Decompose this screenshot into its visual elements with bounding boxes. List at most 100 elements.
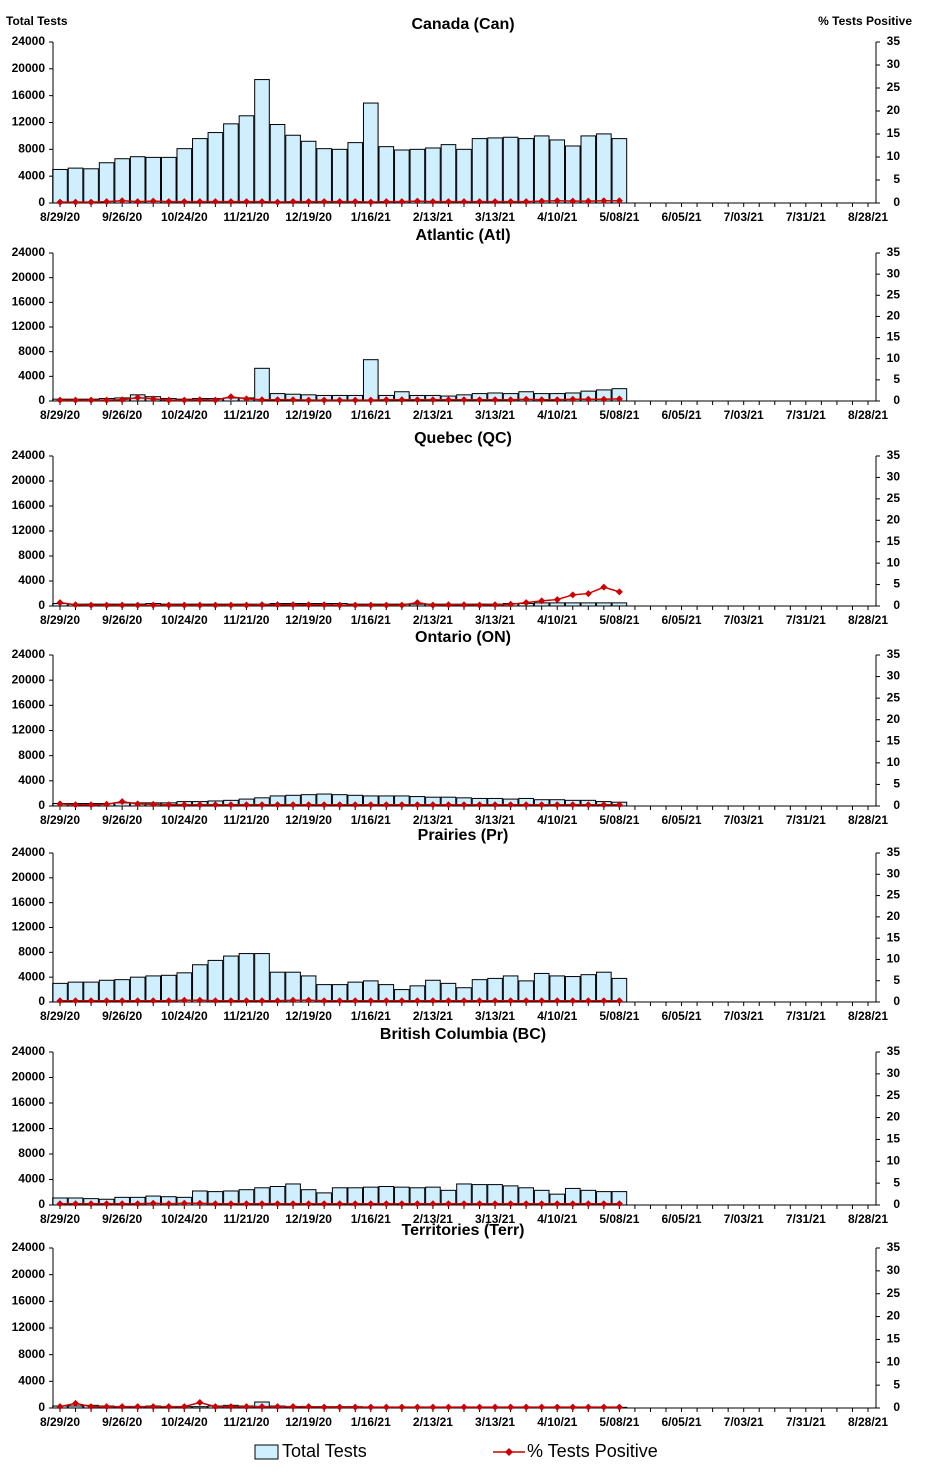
bar — [238, 115, 255, 204]
line-marker — [553, 1403, 561, 1411]
line-marker — [165, 1403, 173, 1411]
line-marker — [56, 1403, 64, 1411]
line-marker — [72, 1399, 80, 1407]
line-marker — [382, 198, 390, 206]
y-tick-label: 0 — [38, 393, 45, 407]
line-marker — [476, 601, 484, 609]
chart-panel: Atlantic (Atl) 0 4000 8000 12000 16000 20000 24… — [12, 227, 901, 422]
line-marker — [165, 601, 173, 609]
line-marker — [196, 396, 204, 404]
line-marker — [507, 600, 515, 608]
y-tick-label: 4000 — [18, 1172, 45, 1186]
y-tick-label: 0 — [38, 798, 45, 812]
line-marker — [180, 1403, 188, 1411]
line-marker — [274, 801, 282, 809]
line-marker — [444, 396, 452, 404]
y2-tick-label: 35 — [887, 1240, 901, 1254]
line-marker — [103, 198, 111, 206]
y-tick-label: 20000 — [12, 870, 46, 884]
bar — [518, 138, 534, 204]
x-tick-label: 7/31/21 — [786, 210, 826, 224]
x-tick-label: 8/29/20 — [40, 408, 80, 422]
y2-tick-label: 35 — [887, 647, 901, 661]
line-marker — [320, 1200, 328, 1208]
line-marker — [118, 1403, 126, 1411]
line-marker — [165, 997, 173, 1005]
bar — [487, 137, 503, 204]
y-tick-label: 24000 — [12, 448, 46, 462]
y-tick-label: 20000 — [12, 1267, 46, 1281]
line-marker — [289, 396, 297, 404]
y-tick-label: 8000 — [18, 1146, 45, 1160]
y2-tick-label: 5 — [893, 1175, 900, 1189]
y2-tick-label: 0 — [893, 994, 900, 1008]
line-marker — [87, 801, 95, 809]
line-marker — [165, 1200, 173, 1208]
y2-tick-label: 5 — [893, 577, 900, 591]
x-tick-label: 10/24/20 — [161, 1212, 208, 1226]
line-marker — [351, 801, 359, 809]
chart-panel: Quebec (QC) 0 4000 8000 12000 16000 20000 24000… — [12, 430, 901, 627]
line-marker — [444, 601, 452, 609]
line-marker — [538, 1403, 546, 1411]
y-tick-label: 12000 — [12, 115, 46, 129]
y2-tick-label: 20 — [887, 909, 901, 923]
y-tick-label: 12000 — [12, 723, 46, 737]
line-marker — [72, 801, 80, 809]
x-tick-label: 12/19/20 — [285, 1212, 332, 1226]
y-tick-label: 4000 — [18, 573, 45, 587]
line-marker — [103, 1403, 111, 1411]
y-tick-label: 4000 — [18, 969, 45, 983]
line-marker — [289, 601, 297, 609]
x-tick-label: 12/19/20 — [285, 408, 332, 422]
line-marker — [118, 601, 126, 609]
x-tick-label: 6/05/21 — [662, 613, 702, 627]
x-tick-label: 3/13/21 — [475, 1212, 515, 1226]
line-marker — [72, 1200, 80, 1208]
y2-tick-label: 10 — [887, 555, 901, 569]
x-tick-label: 6/05/21 — [662, 210, 702, 224]
x-tick-label: 3/13/21 — [475, 1415, 515, 1429]
line-marker — [600, 1403, 608, 1411]
line-marker — [367, 801, 375, 809]
x-tick-label: 8/28/21 — [848, 1212, 888, 1226]
bar — [254, 79, 270, 204]
line-marker — [398, 198, 406, 206]
x-tick-label: 8/29/20 — [40, 613, 80, 627]
x-tick-label: 7/03/21 — [724, 613, 764, 627]
y2-axis-title: % Tests Positive — [818, 14, 912, 28]
line-marker — [413, 1200, 421, 1208]
line-marker — [103, 601, 111, 609]
y2-tick-label: 20 — [887, 103, 901, 117]
line-marker — [274, 396, 282, 404]
line-marker — [382, 801, 390, 809]
line-marker — [553, 596, 561, 604]
line-marker — [491, 396, 499, 404]
bar — [145, 156, 162, 204]
y2-tick-label: 15 — [887, 1332, 901, 1346]
y-tick-label: 24000 — [12, 1044, 46, 1058]
line-marker — [382, 396, 390, 404]
line-marker — [444, 1403, 452, 1411]
line-marker — [351, 601, 359, 609]
y-tick-label: 8000 — [18, 1347, 45, 1361]
bar — [378, 146, 395, 204]
x-tick-label: 2/13/21 — [413, 408, 453, 422]
y-tick-label: 8000 — [18, 344, 45, 358]
y-tick-label: 24000 — [12, 34, 46, 48]
line-marker — [398, 601, 406, 609]
line-marker — [615, 588, 623, 596]
bar — [192, 138, 208, 204]
y-tick-label: 16000 — [12, 1294, 46, 1308]
x-tick-label: 10/24/20 — [161, 210, 208, 224]
x-tick-label: 8/28/21 — [848, 1415, 888, 1429]
y2-tick-label: 20 — [887, 1309, 901, 1323]
bar — [471, 138, 488, 204]
x-tick-label: 9/26/20 — [102, 813, 142, 827]
x-tick-label: 1/16/21 — [351, 1009, 391, 1023]
line-marker — [351, 1200, 359, 1208]
bar — [440, 144, 457, 204]
line-marker — [149, 395, 157, 403]
x-tick-label: 8/28/21 — [848, 408, 888, 422]
line-marker — [227, 601, 235, 609]
